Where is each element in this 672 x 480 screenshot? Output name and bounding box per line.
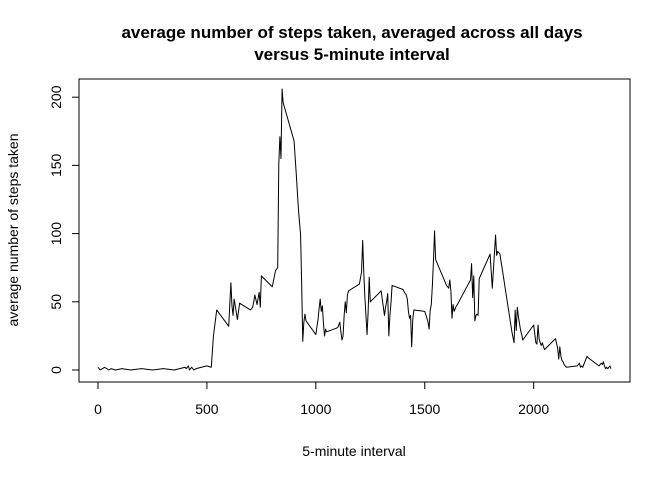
y-tick-label: 50 — [48, 294, 64, 310]
series-line — [97, 88, 612, 371]
x-axis: 0 500 1000 1500 2000 — [94, 381, 549, 417]
x-tick-label: 2000 — [518, 401, 549, 417]
y-tick-label: 0 — [48, 366, 64, 374]
x-tick-label: 500 — [195, 401, 219, 417]
chart-title-line-1: average number of steps taken, averaged … — [121, 23, 582, 42]
y-tick-label: 100 — [48, 222, 64, 246]
plot-frame — [78, 78, 631, 383]
y-axis: 0 50 100 150 200 — [48, 85, 80, 374]
x-axis-label: 5-minute interval — [302, 443, 406, 459]
series-group — [97, 88, 612, 371]
chart-title-line-2: versus 5-minute interval — [254, 45, 450, 64]
x-tick-label: 1500 — [409, 401, 440, 417]
x-tick-label: 1000 — [300, 401, 331, 417]
y-axis-label: average number of steps taken — [5, 133, 21, 326]
y-tick-label: 200 — [48, 85, 64, 109]
x-tick-label: 0 — [94, 401, 102, 417]
y-tick-label: 150 — [48, 153, 64, 177]
